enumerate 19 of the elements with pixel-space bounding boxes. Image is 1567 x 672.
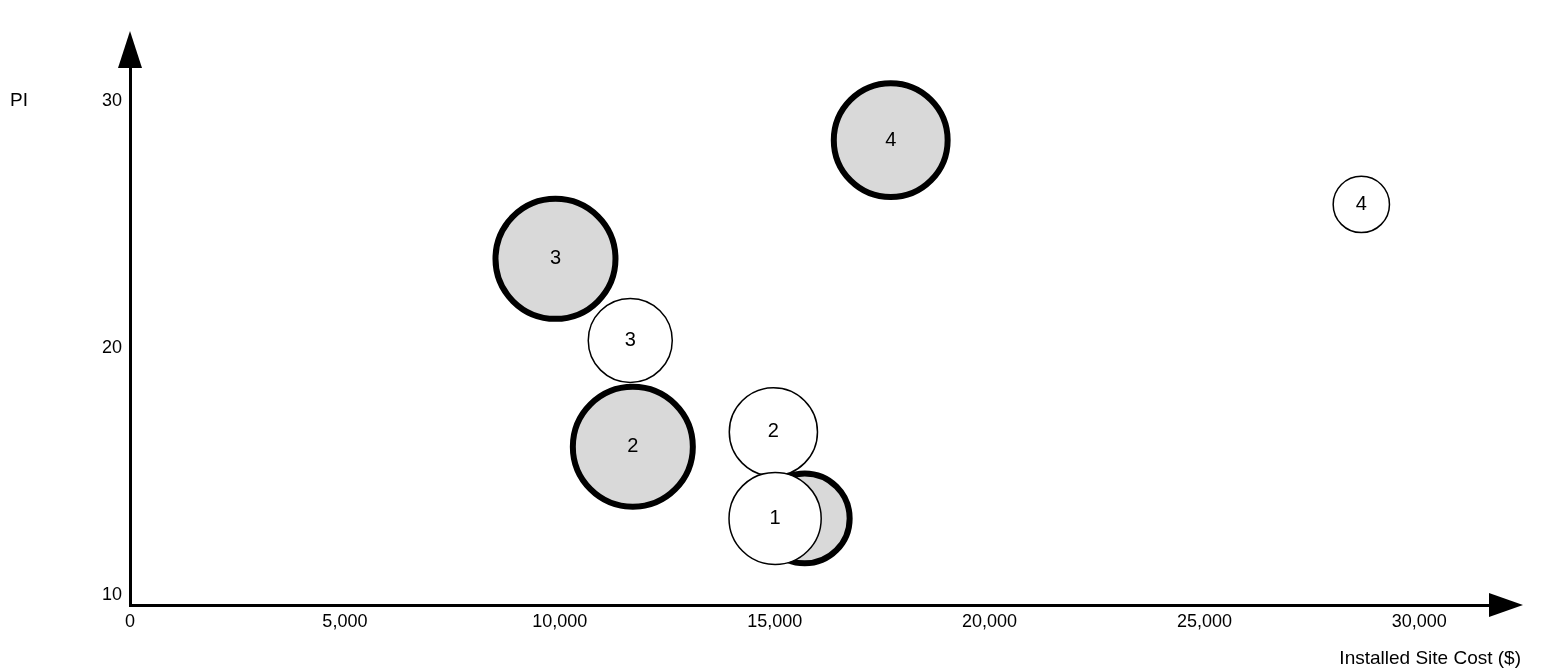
x-tick-label: 0 — [124, 610, 136, 631]
x-axis-title: Installed Site Cost ($) — [1339, 647, 1521, 669]
y-tick-label: 20 — [101, 336, 122, 357]
annotation: 4 — [885, 127, 897, 150]
y-tick-label: 30 — [101, 89, 122, 110]
annotation: 2 — [627, 434, 639, 457]
x-tick-label: 25,000 — [1176, 610, 1232, 631]
y-tick-label: 10 — [101, 584, 122, 605]
x-tick-label: 30,000 — [1391, 610, 1447, 631]
annotation: 1 — [769, 505, 781, 528]
x-tick-label: 5,000 — [322, 610, 368, 631]
y-axis-title: PI — [10, 88, 28, 110]
annotation: 4 — [1355, 191, 1367, 214]
x-tick-label: 15,000 — [747, 610, 803, 631]
annotation: 3 — [624, 327, 636, 350]
annotation: 3 — [549, 246, 562, 269]
x-tick-label: 10,000 — [532, 610, 588, 631]
x-tick-label: 20,000 — [962, 610, 1018, 631]
annotation: 2 — [767, 419, 779, 442]
